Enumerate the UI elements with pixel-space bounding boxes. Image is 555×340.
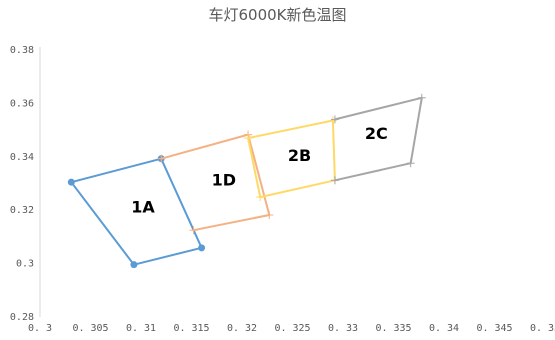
- x-tick-label: 0. 315: [173, 323, 209, 334]
- y-tick-label: 0.32: [10, 205, 34, 216]
- x-tick-label: 0. 35: [530, 323, 555, 334]
- data-point-1d: [265, 211, 274, 220]
- x-tick-label: 0. 325: [274, 323, 310, 334]
- axes-group: 0.28 0.3 0.32 0.34 0.36 0.38 0. 3 0. 305 0. 31 0.…: [10, 45, 555, 334]
- x-tick-label: 0. 31: [126, 323, 156, 334]
- chart-title: 车灯6000K新色温图: [208, 6, 347, 24]
- x-tick-label: 0. 32: [227, 323, 257, 334]
- x-tick-label: 0. 3: [28, 323, 52, 334]
- data-point-1d: [189, 226, 198, 235]
- y-tick-label: 0.28: [10, 312, 34, 323]
- data-point-2b: [328, 116, 337, 125]
- region-label-1d: 1D: [212, 170, 236, 189]
- x-tick-label: 0. 305: [72, 323, 108, 334]
- y-tick-label: 0.3: [16, 259, 34, 270]
- series-group: [67, 93, 426, 269]
- y-tick-label: 0.38: [10, 45, 34, 56]
- data-point-2b: [256, 193, 265, 202]
- x-tick-label: 0. 33: [328, 323, 358, 334]
- x-tick-label: 0. 345: [476, 323, 512, 334]
- data-point-1d: [157, 154, 166, 163]
- region-label-1a: 1A: [131, 197, 155, 216]
- region-label-2c: 2C: [365, 124, 388, 143]
- y-tick-label: 0.34: [10, 152, 34, 163]
- data-point-2c: [330, 115, 339, 124]
- data-point-2c: [330, 176, 339, 185]
- data-point-2b: [244, 134, 253, 143]
- data-point-2c: [406, 159, 415, 168]
- x-tick-label: 0. 34: [429, 323, 459, 334]
- data-point-1a: [130, 261, 138, 269]
- y-tick-label: 0.36: [10, 98, 34, 109]
- region-label-2b: 2B: [288, 146, 311, 165]
- series-line-2c: [334, 96, 423, 182]
- series-line-1d: [160, 133, 271, 232]
- x-tick-label: 0. 335: [375, 323, 411, 334]
- region-labels-group: 1A 1D 2B 2C: [131, 124, 388, 216]
- data-point-1a: [198, 244, 206, 252]
- data-point-1a: [67, 178, 75, 186]
- data-point-2c: [417, 93, 426, 102]
